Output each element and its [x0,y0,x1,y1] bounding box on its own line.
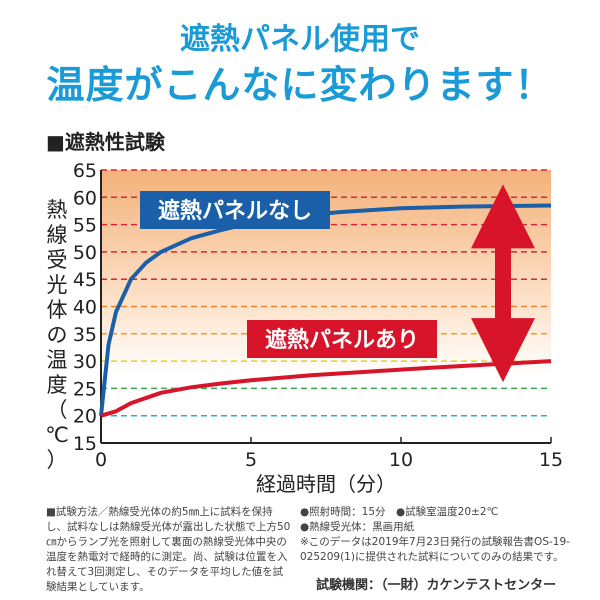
y-label-char: 光 [46,273,68,297]
y-tick-label: 25 [73,378,97,400]
y-label-char: ） [46,448,68,472]
series-line-0 [99,203,552,416]
y-tick-label: 40 [73,297,97,319]
headline-1: 遮熱パネル使用で [180,22,420,57]
testing-lab: 試験機関：（一財）カケンテストセンター [316,578,557,593]
y-label-char: 受 [46,248,68,272]
y-label-char: （ [46,398,68,422]
y-tick-label: 55 [73,215,97,237]
y-axis-label: 熱線受光体の温度（℃） [44,198,70,473]
conditions: ●照射時間：15分 ●試験室温度20±2℃ [300,506,499,518]
receiver: ●熱線受光体：黒画用紙 [300,521,415,533]
y-tick-label: 50 [73,242,97,264]
y-label-char: の [46,323,68,347]
x-axis-label: 経過時間（分） [256,472,396,496]
y-label-char: 線 [46,223,68,247]
y-tick-label: 60 [73,187,97,209]
series-label: 遮熱パネルあり [265,327,419,353]
disclaimer: ※このデータは2019年7月23日発行の試験報告書OS-19-025209(1)… [300,536,570,563]
headline-2: 温度がこんなに変わります！ [46,63,554,107]
y-label-char: 温 [46,348,68,372]
y-tick-label: 30 [73,351,97,373]
series-label: 遮熱パネルなし [158,198,312,224]
y-tick-label: 20 [73,406,97,428]
y-tick-label: 15 [73,433,97,455]
y-label-char: 体 [46,298,68,322]
x-tick-label: 5 [245,449,257,471]
x-tick-label: 10 [389,449,413,471]
series-line-1 [100,359,552,418]
y-tick-label: 35 [73,324,97,346]
y-label-char: 熱 [46,198,68,222]
y-tick-label: 65 [73,160,97,182]
test-conditions-note: ●照射時間：15分 ●試験室温度20±2℃ ●熱線受光体：黒画用紙 ※このデータ… [300,505,570,565]
series-label-box [247,320,437,358]
section-title: ■遮熱性試験 [46,130,165,154]
y-label-char: ℃ [45,423,69,447]
series-label-box [140,191,330,229]
test-method-note: ■試験方法／熱線受光体の約5㎜上に試料を保持し、試料なしは熱線受光体が露出した状… [46,506,291,593]
y-label-char: 度 [46,373,68,397]
y-tick-label: 45 [73,269,97,291]
x-tick-label: 15 [539,449,563,471]
x-tick-label: 0 [95,449,107,471]
